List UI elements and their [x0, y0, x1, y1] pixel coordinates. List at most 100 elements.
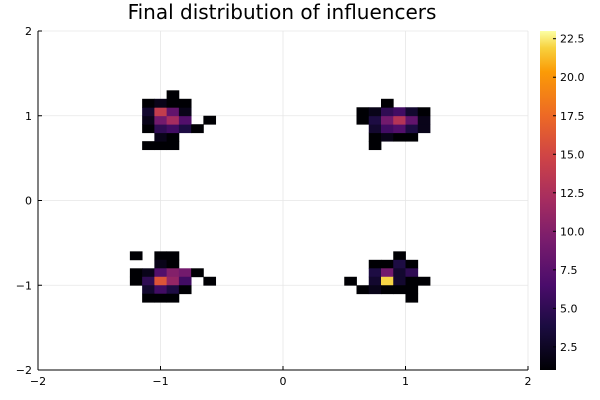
heatmap-cell [393, 132, 406, 142]
heatmap-cell [356, 285, 370, 295]
colorbar-tick-label: 20.0 [560, 71, 585, 84]
heatmap-cell [154, 293, 168, 303]
heatmap-cell [405, 107, 419, 117]
heatmap-cell [178, 107, 192, 117]
heatmap-cell [381, 268, 394, 278]
heatmap-cell [368, 132, 382, 142]
colorbar-tick-label: 15.0 [560, 148, 585, 161]
heatmap-cell [417, 107, 431, 117]
heatmap-cell [178, 268, 192, 278]
heatmap-cell [368, 107, 382, 117]
x-tick-label: 2 [525, 375, 532, 388]
heatmap-cell [154, 276, 168, 286]
heatmap-cell [393, 259, 406, 269]
heatmap-cell [142, 293, 155, 303]
heatmap-cell [405, 276, 419, 286]
heatmap-cell [129, 276, 143, 286]
x-tick-label: −1 [152, 375, 168, 388]
heatmap-cell [154, 141, 168, 151]
heatmap-cell [166, 268, 180, 278]
heatmap-cell [368, 285, 382, 295]
heatmap-cell [405, 285, 419, 295]
heatmap-cell [368, 141, 382, 151]
heatmap-cell [368, 268, 382, 278]
heatmap-cell [381, 98, 394, 108]
heatmap-cell [166, 251, 180, 261]
heatmap-cell [405, 293, 419, 303]
heatmap-cell [142, 115, 155, 125]
heatmap-cell [154, 251, 168, 261]
colorbar-tick-label: 2.5 [560, 341, 578, 354]
heatmap-cell [405, 259, 419, 269]
heatmap-cell [393, 268, 406, 278]
colorbar-tick-label: 17.5 [560, 110, 585, 123]
heatmap-cell [142, 276, 155, 286]
colorbar-tick-label: 5.0 [560, 302, 578, 315]
heatmap-cell [178, 124, 192, 134]
heatmap-cell [154, 268, 168, 278]
heatmap-cell [178, 285, 192, 295]
heatmap-cell [166, 115, 180, 125]
heatmap-cell [166, 259, 180, 269]
heatmap-cell [381, 115, 394, 125]
heatmap-cell [356, 115, 370, 125]
y-tick-label: 2 [25, 25, 32, 38]
heatmap-cell [381, 259, 394, 269]
heatmap-cell [356, 107, 370, 117]
heatmap-cell [191, 268, 204, 278]
heatmap-cell [166, 141, 180, 151]
heatmap-cell [381, 124, 394, 134]
heatmap-cell [393, 124, 406, 134]
heatmap-cell [405, 268, 419, 278]
heatmap-cell [166, 293, 180, 303]
grid-lines [37, 30, 529, 371]
heatmap-cell [142, 141, 155, 151]
heatmap-cell [142, 98, 155, 108]
colorbar-gradient [540, 31, 556, 370]
x-axis-ticks: −2 −1 0 1 2 [30, 366, 532, 388]
heatmap-cell [203, 115, 217, 125]
heatmap-cell [344, 276, 357, 286]
x-tick-label: −2 [30, 375, 46, 388]
heatmap-cell [142, 268, 155, 278]
heatmap-cell [405, 132, 419, 142]
heatmap-cell [142, 107, 155, 117]
colorbar-tick-label: 12.5 [560, 187, 585, 200]
heatmap-cell [368, 276, 382, 286]
heatmap-cell [166, 124, 180, 134]
heatmap-cell [154, 115, 168, 125]
y-tick-label: −1 [16, 279, 32, 292]
y-tick-label: 1 [25, 110, 32, 123]
heatmap-cell [178, 115, 192, 125]
heatmap-cell [129, 251, 143, 261]
colorbar-tick-label: 22.5 [560, 33, 585, 46]
heatmap-cells [129, 90, 431, 303]
y-tick-label: 0 [25, 195, 32, 208]
heatmap-cell [393, 285, 406, 295]
x-tick-label: 1 [402, 375, 409, 388]
heatmap-cell [417, 124, 431, 134]
heatmap-cell [191, 124, 204, 134]
heatmap-cell [381, 276, 394, 286]
colorbar-tick-label: 10.0 [560, 225, 585, 238]
heatmap-cell [381, 107, 394, 117]
colorbar-tick-label: 7.5 [560, 264, 578, 277]
heatmap-cell [154, 285, 168, 295]
heatmap-cell [154, 107, 168, 117]
y-axis-ticks: −2 −1 0 1 2 [16, 25, 42, 377]
heatmap-cell [178, 98, 192, 108]
heatmap-cell [142, 285, 155, 295]
heatmap-cell [154, 124, 168, 134]
heatmap-cell [178, 276, 192, 286]
heatmap-cell [417, 276, 431, 286]
heatmap-cell [417, 115, 431, 125]
heatmap-cell [405, 124, 419, 134]
heatmap-cell [393, 251, 406, 261]
heatmap-cell [381, 285, 394, 295]
heatmap-cell [142, 124, 155, 134]
x-tick-label: 0 [280, 375, 287, 388]
heatmap-cell [129, 268, 143, 278]
heatmap-cell [393, 107, 406, 117]
heatmap-cell [381, 132, 394, 142]
y-tick-label: −2 [16, 364, 32, 377]
